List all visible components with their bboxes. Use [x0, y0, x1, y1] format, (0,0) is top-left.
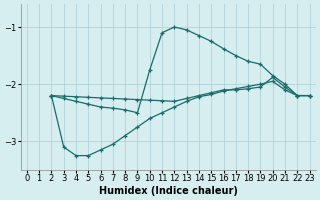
X-axis label: Humidex (Indice chaleur): Humidex (Indice chaleur) [99, 186, 238, 196]
